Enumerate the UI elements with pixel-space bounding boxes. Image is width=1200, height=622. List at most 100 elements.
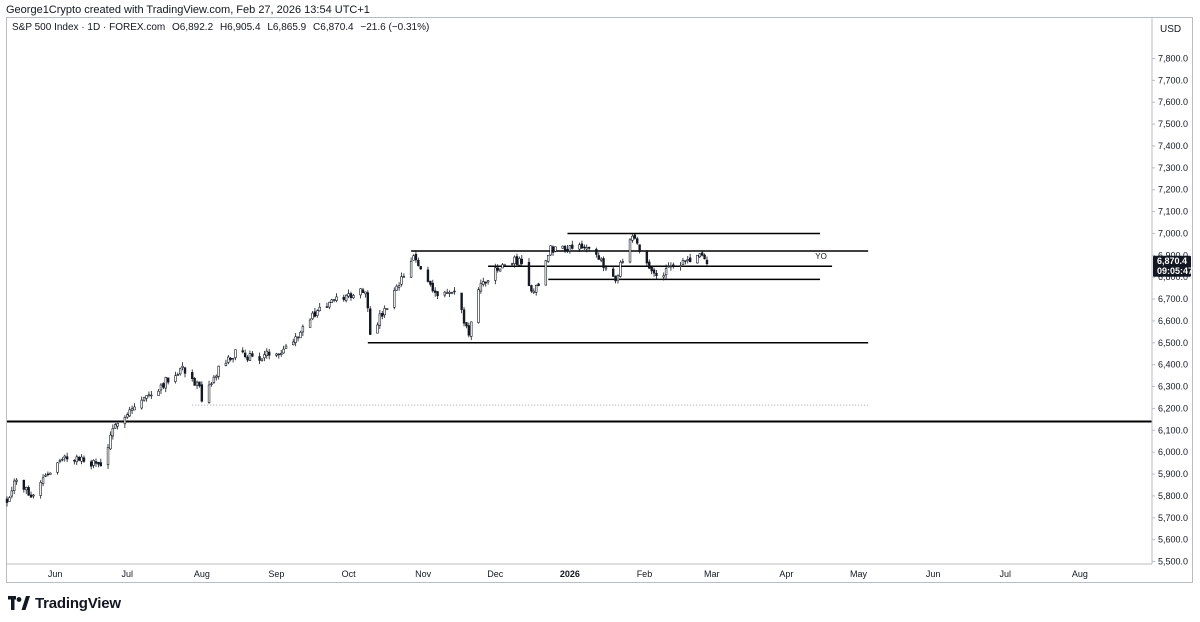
price-tick-label: 7,100.0 [1158,207,1188,217]
candle-202 [684,260,687,265]
candle-body [486,280,490,283]
candle-28 [97,461,100,468]
candle-body [419,266,422,270]
candle-73 [248,350,252,361]
price-tick-label: 6,800.0 [1158,272,1188,282]
candle-142 [482,277,485,287]
candle-body [212,376,216,384]
candle-body [501,264,504,269]
candle-body [443,291,446,296]
candle-body [431,282,434,292]
candle-143 [484,281,487,287]
candle-body [602,258,605,268]
candle-6 [25,486,28,495]
candle-39 [133,403,136,411]
candle-body [150,394,153,397]
candle-75 [258,352,261,365]
candle-153 [518,256,521,266]
candle-56 [193,377,196,386]
candle-205 [696,254,699,264]
candle-body [369,308,372,335]
price-tick-label: 6,900.0 [1158,250,1188,260]
candle-189 [638,244,641,254]
ohlc-change: −21.6 (−0.31%) [360,22,430,33]
candle-body [628,239,632,263]
candle-body [328,301,331,308]
candle-body [664,268,668,276]
candle-4 [15,478,18,485]
candle-147 [498,268,502,272]
candle-body [385,308,389,310]
candle-body [123,417,127,425]
candle-65 [224,359,228,367]
candle-body [10,490,14,497]
tradingview-logo[interactable]: TradingView [8,593,121,613]
candle-body [215,375,218,378]
price-tick-label: 6,200.0 [1158,403,1188,413]
candle-204 [688,253,692,263]
candle-body [159,384,163,391]
candle-body [672,264,675,267]
candle-body [571,244,574,249]
candles [5,233,709,507]
candle-163 [551,245,555,256]
time-tick-label: Feb [637,569,653,579]
candle-154 [520,254,523,266]
candle-body [397,285,401,288]
candle-94 [318,302,321,312]
candle-body [698,253,701,258]
candle-128 [433,287,437,297]
candle-body [378,313,382,326]
time-tick-label: 2026 [560,569,580,579]
candle-150 [510,262,514,267]
candle-body [162,383,165,388]
candle-body [63,455,66,459]
candle-body [465,322,468,327]
candle-191 [648,259,651,269]
candle-body [364,291,367,295]
price-tick-label: 6,400.0 [1158,360,1188,370]
candle-body [251,353,254,357]
candle-body [648,261,651,269]
candle-146 [496,264,499,273]
candle-5 [22,479,26,493]
candle-144 [486,279,490,285]
chart-frame [6,17,1193,583]
candle-body [349,293,353,298]
candle-179 [604,265,608,272]
candle-body [587,246,591,249]
candle-body [688,257,692,262]
candle-body [145,395,148,399]
price-tick-label: 6,500.0 [1158,338,1188,348]
candle-body [183,367,187,374]
candle-129 [436,291,439,300]
candle-body [477,289,480,323]
candle-body [207,384,211,404]
candle-body [174,375,177,382]
time-tick-label: Dec [487,569,504,579]
candle-104 [352,293,355,300]
currency-label[interactable]: USD [1160,24,1182,35]
price-tick-label: 7,000.0 [1158,228,1188,238]
candle-body [417,259,420,267]
candle-168 [568,244,572,254]
candle-98 [332,299,336,303]
symbol-label[interactable]: S&P 500 Index · 1D · FOREX.com [12,22,166,33]
candle-106 [361,287,365,294]
candle-body [652,269,656,274]
candle-body [200,384,204,402]
candle-body [178,368,182,375]
candle-101 [344,294,348,303]
candle-169 [571,240,574,250]
candle-body [277,353,281,356]
candle-52 [178,367,182,376]
candle-body [234,349,237,358]
candle-38 [130,405,134,414]
candle-body [116,423,119,427]
candle-118 [400,272,403,287]
candle-body [75,456,78,463]
candle-body [73,460,76,462]
candle-182 [616,274,620,284]
time-tick-label: Sep [268,569,284,579]
